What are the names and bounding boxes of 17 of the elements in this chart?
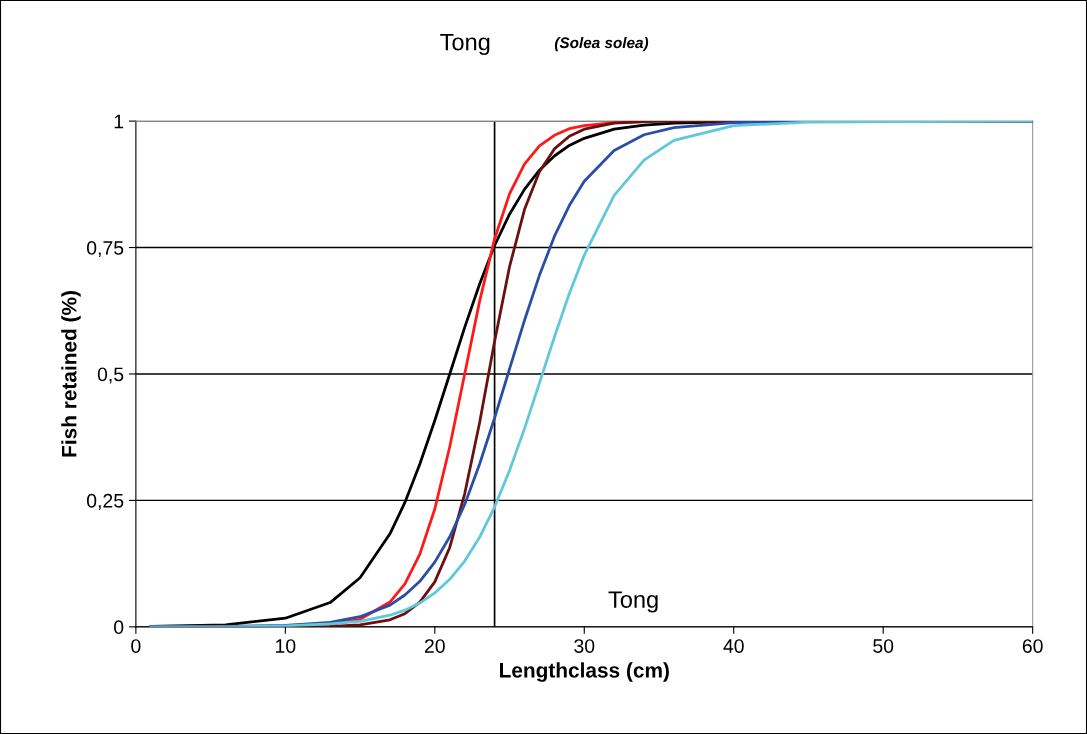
x-tick-label: 0 [131, 639, 141, 653]
y-tick-label: 0 [114, 620, 124, 635]
x-axis-title: Lengthclass (cm) [499, 662, 669, 682]
chart-subtitle: (Solea solea) [554, 36, 649, 52]
chart-title: Tong [440, 33, 490, 56]
y-tick-label: 0,75 [86, 241, 124, 258]
x-tick-label: 10 [276, 639, 296, 653]
y-axis-title: Fish retained (%) [61, 291, 81, 457]
y-tick-label: 1 [114, 114, 124, 129]
x-tick-label: 40 [723, 639, 744, 653]
x-tick-label: 30 [574, 639, 595, 653]
x-tick-label: 20 [424, 639, 445, 653]
x-tick-label: 60 [1022, 639, 1043, 653]
x-tick-label: 50 [873, 639, 894, 653]
y-tick-label: 0,5 [97, 367, 124, 384]
annotation: Tong [608, 591, 658, 613]
y-tick-label: 0,25 [86, 493, 124, 510]
